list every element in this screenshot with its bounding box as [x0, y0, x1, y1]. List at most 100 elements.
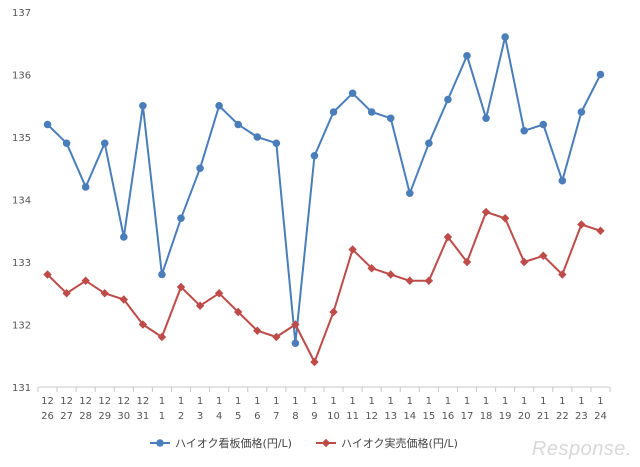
x-tick-label-top: 1 [216, 396, 222, 407]
x-tick-label-bottom: 4 [216, 411, 222, 422]
data-point [367, 264, 376, 273]
x-tick-label-top: 1 [388, 396, 394, 407]
y-axis: 131 132 133 134 135 136 137 [12, 8, 31, 394]
x-tick-label-top: 1 [464, 396, 470, 407]
x-tick-label-top: 1 [273, 396, 279, 407]
data-point [234, 307, 243, 317]
data-point [196, 164, 204, 173]
x-tick-label-top: 1 [483, 396, 489, 407]
x-tick-label-top: 1 [368, 396, 374, 407]
data-point [596, 70, 605, 79]
data-point [100, 139, 109, 148]
x-tick-label-top: 1 [407, 396, 413, 407]
x-tick-label-bottom: 14 [403, 411, 416, 422]
x-tick-label-top: 1 [502, 396, 508, 407]
x-tick-label-bottom: 31 [136, 411, 149, 422]
x-tick-label-top: 12 [79, 396, 92, 407]
x-tick-label-top: 12 [41, 396, 54, 407]
x-tick-label-bottom: 19 [499, 411, 512, 422]
x-tick-label-top: 1 [292, 396, 298, 407]
series-line [46, 36, 602, 345]
data-point [329, 108, 338, 116]
x-tick-label-top: 1 [559, 396, 565, 407]
y-tick-label: 132 [12, 321, 31, 332]
legend-marker [321, 438, 331, 448]
data-point [234, 120, 242, 129]
legend-item: ハイオク実売価格(円/L) [316, 436, 458, 450]
data-point [348, 245, 357, 254]
data-point [291, 320, 300, 329]
data-point [138, 320, 148, 329]
data-point [119, 295, 128, 304]
x-tick-label-bottom: 29 [98, 411, 111, 422]
legend-item: ハイオク看板価格(円/L) [150, 436, 292, 450]
x-tick-label-bottom: 5 [235, 411, 241, 422]
data-point [539, 251, 548, 260]
data-point [425, 139, 433, 148]
x-tick-label-top: 1 [159, 396, 165, 407]
x-tick-label-bottom: 11 [346, 411, 359, 422]
data-point [253, 133, 262, 141]
y-tick-label: 137 [12, 8, 31, 19]
data-point [81, 276, 90, 285]
data-point [481, 207, 491, 217]
x-tick-label-bottom: 16 [442, 411, 455, 422]
data-point [596, 226, 605, 235]
data-point [62, 139, 71, 148]
data-point [253, 326, 262, 335]
x-tick-label-bottom: 20 [518, 411, 531, 422]
x-tick-label-bottom: 2 [178, 411, 184, 422]
x-tick-label-bottom: 18 [480, 411, 493, 422]
x-tick-label-top: 1 [197, 396, 203, 407]
x-tick-label-top: 12 [60, 396, 73, 407]
data-point [558, 270, 567, 279]
data-point [539, 120, 548, 129]
data-point [43, 120, 52, 129]
data-point [195, 301, 205, 310]
x-tick-label-bottom: 21 [537, 411, 550, 422]
x-tick-label-top: 1 [426, 396, 432, 407]
data-point [215, 101, 223, 110]
data-point [62, 289, 71, 298]
data-point [120, 233, 128, 241]
data-point [291, 339, 300, 348]
data-point [386, 270, 395, 279]
y-tick-label: 133 [12, 258, 31, 269]
data-point [139, 101, 147, 110]
data-point [501, 33, 509, 41]
x-tick-label-top: 12 [136, 396, 149, 407]
x-tick-label-bottom: 27 [60, 411, 73, 422]
x-tick-label-bottom: 9 [311, 411, 317, 422]
legend-label: ハイオク実売価格(円/L) [341, 436, 458, 450]
x-tick-label-top: 1 [311, 396, 317, 407]
x-tick-label-bottom: 10 [327, 411, 340, 422]
x-tick-label-bottom: 1 [159, 411, 165, 422]
data-point [157, 332, 167, 342]
data-point [520, 257, 529, 267]
data-point [310, 151, 319, 160]
data-point [310, 357, 319, 367]
data-point [424, 276, 434, 285]
data-point [367, 108, 376, 116]
series-2 [43, 207, 605, 367]
x-tick-label-bottom: 30 [117, 411, 130, 422]
x-tick-label-bottom: 12 [365, 411, 378, 422]
x-tick-label-bottom: 23 [575, 411, 588, 422]
series-line [46, 211, 601, 363]
x-tick-label-top: 1 [540, 396, 546, 407]
data-point [214, 289, 224, 298]
data-point [520, 126, 528, 135]
x-tick-label-top: 1 [597, 396, 603, 407]
data-point [482, 114, 490, 123]
data-point [577, 108, 586, 116]
data-point [443, 232, 453, 242]
x-tick-label-bottom: 22 [556, 411, 569, 422]
data-point [558, 176, 567, 185]
data-point [406, 189, 414, 198]
series-1 [43, 33, 605, 348]
legend-label: ハイオク看板価格(円/L) [175, 436, 292, 450]
data-point [158, 270, 166, 279]
x-tick-label-top: 1 [578, 396, 584, 407]
x-tick-label-bottom: 17 [461, 411, 474, 422]
data-point [100, 289, 109, 298]
